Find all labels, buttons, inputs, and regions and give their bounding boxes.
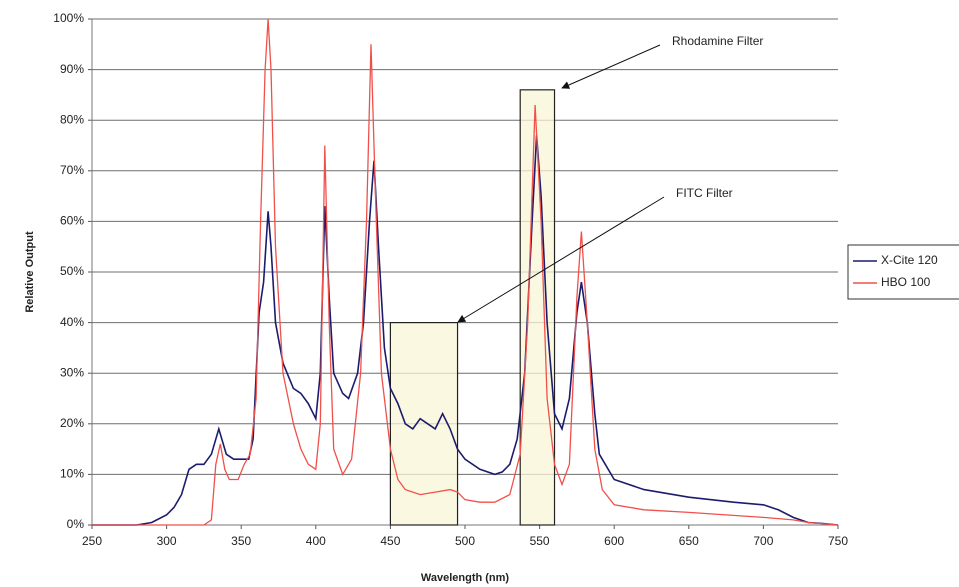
x-tick-label: 650: [679, 534, 699, 548]
x-tick-label: 700: [753, 534, 773, 548]
annotation-label: Rhodamine Filter: [672, 34, 763, 48]
y-tick-label: 80%: [60, 112, 84, 126]
x-tick-label: 250: [82, 534, 102, 548]
x-tick-label: 750: [828, 534, 848, 548]
legend-label: HBO 100: [881, 275, 931, 289]
y-tick-label: 100%: [53, 11, 84, 25]
legend-box: [847, 244, 959, 300]
y-tick-label: 0%: [67, 517, 85, 531]
y-tick-label: 40%: [60, 315, 84, 329]
x-tick-label: 350: [231, 534, 251, 548]
y-tick-label: 20%: [60, 416, 84, 430]
annotation-arrow: [561, 44, 661, 89]
series-line: [92, 135, 839, 526]
y-tick-label: 70%: [60, 163, 84, 177]
x-tick-label: 600: [604, 534, 624, 548]
x-tick-label: 450: [380, 534, 400, 548]
x-axis-title: Wavelength (nm): [421, 572, 510, 584]
filter-box: [389, 322, 459, 526]
y-tick-label: 10%: [60, 467, 84, 481]
legend-label: X-Cite 120: [881, 253, 938, 267]
x-tick-label: 500: [455, 534, 475, 548]
filter-box: [519, 89, 556, 526]
annotation-arrow: [457, 196, 665, 323]
y-tick-label: 60%: [60, 214, 84, 228]
series-line: [92, 18, 839, 526]
annotation-label: FITC Filter: [676, 186, 733, 200]
y-tick-label: 50%: [60, 264, 84, 278]
x-tick-label: 300: [157, 534, 177, 548]
y-tick-label: 90%: [60, 62, 84, 76]
y-axis-title: Relative Output: [24, 231, 36, 313]
x-tick-label: 550: [530, 534, 550, 548]
x-tick-label: 400: [306, 534, 326, 548]
y-tick-label: 30%: [60, 365, 84, 379]
